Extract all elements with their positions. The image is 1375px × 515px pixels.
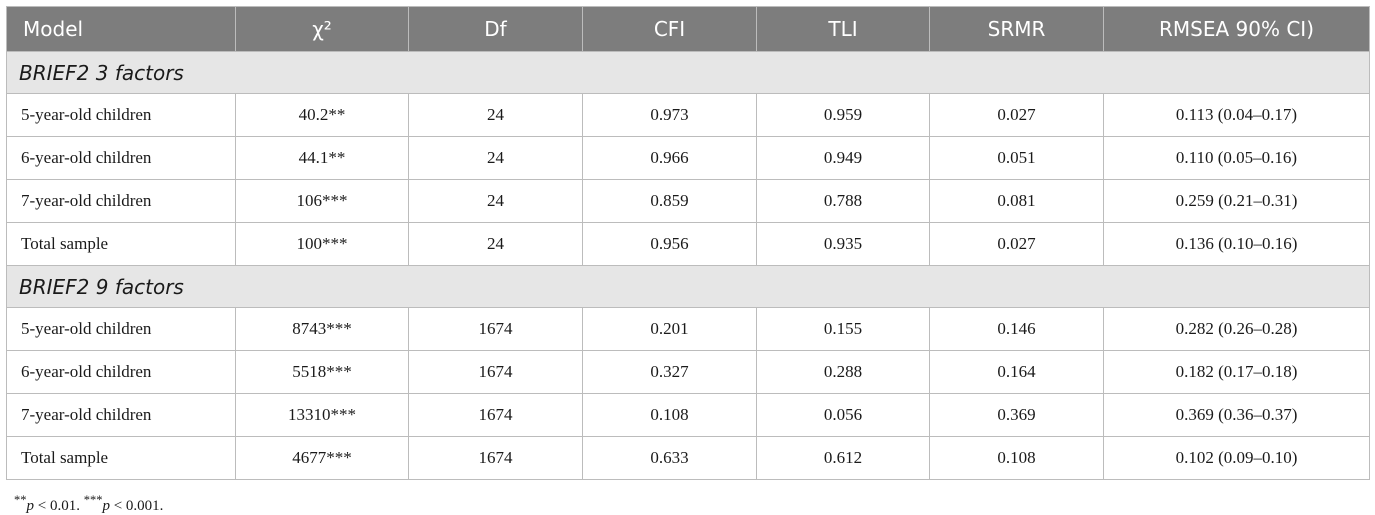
section-title: BRIEF2 9 factors: [6, 265, 1370, 308]
cell-df: 1674: [408, 393, 583, 437]
cell-tli: 0.612: [756, 436, 930, 480]
cell-model: 6-year-old children: [6, 136, 236, 180]
model-fit-table: Model χ² Df CFI TLI SRMR RMSEA 90% CI) B…: [6, 6, 1370, 480]
header-srmr: SRMR: [929, 6, 1104, 52]
cell-srmr: 0.369: [929, 393, 1104, 437]
table-row: 6-year-old children 44.1** 24 0.966 0.94…: [6, 136, 1370, 180]
cell-chi-square: 44.1**: [235, 136, 409, 180]
cell-df: 1674: [408, 307, 583, 351]
cell-model: 6-year-old children: [6, 350, 236, 394]
cell-rmsea: 0.110 (0.05–0.16): [1103, 136, 1370, 180]
footnote-var-2: p: [102, 498, 110, 514]
cell-tli: 0.935: [756, 222, 930, 266]
cell-cfi: 0.327: [582, 350, 757, 394]
cell-srmr: 0.051: [929, 136, 1104, 180]
cell-chi-square: 8743***: [235, 307, 409, 351]
cell-srmr: 0.027: [929, 222, 1104, 266]
footnote-text-1: < 0.01.: [34, 498, 84, 514]
footnote-mark-2: ***: [83, 493, 103, 507]
table-footnote: **p < 0.01. ***p < 0.001.: [14, 493, 163, 515]
header-model: Model: [6, 6, 236, 52]
cell-srmr: 0.146: [929, 307, 1104, 351]
cell-chi-square: 100***: [235, 222, 409, 266]
cell-tli: 0.788: [756, 179, 930, 223]
cell-cfi: 0.966: [582, 136, 757, 180]
cell-df: 24: [408, 179, 583, 223]
section-row: BRIEF2 9 factors: [6, 265, 1370, 308]
cell-cfi: 0.859: [582, 179, 757, 223]
cell-df: 24: [408, 93, 583, 137]
section-title: BRIEF2 3 factors: [6, 51, 1370, 94]
table-row: 5-year-old children 8743*** 1674 0.201 0…: [6, 307, 1370, 351]
cell-srmr: 0.164: [929, 350, 1104, 394]
cell-rmsea: 0.113 (0.04–0.17): [1103, 93, 1370, 137]
table-row: Total sample 4677*** 1674 0.633 0.612 0.…: [6, 436, 1370, 480]
cell-model: 7-year-old children: [6, 393, 236, 437]
cell-srmr: 0.027: [929, 93, 1104, 137]
cell-cfi: 0.201: [582, 307, 757, 351]
results-table-container: Model χ² Df CFI TLI SRMR RMSEA 90% CI) B…: [6, 6, 1370, 480]
cell-model: Total sample: [6, 436, 236, 480]
cell-chi-square: 13310***: [235, 393, 409, 437]
cell-tli: 0.288: [756, 350, 930, 394]
header-chi-square: χ²: [235, 6, 409, 52]
cell-model: Total sample: [6, 222, 236, 266]
cell-srmr: 0.081: [929, 179, 1104, 223]
table-row: 5-year-old children 40.2** 24 0.973 0.95…: [6, 93, 1370, 137]
cell-tli: 0.155: [756, 307, 930, 351]
cell-tli: 0.056: [756, 393, 930, 437]
cell-model: 5-year-old children: [6, 307, 236, 351]
cell-cfi: 0.973: [582, 93, 757, 137]
header-rmsea: RMSEA 90% CI): [1103, 6, 1370, 52]
cell-df: 1674: [408, 436, 583, 480]
cell-rmsea: 0.282 (0.26–0.28): [1103, 307, 1370, 351]
cell-df: 1674: [408, 350, 583, 394]
section-row: BRIEF2 3 factors: [6, 51, 1370, 94]
cell-srmr: 0.108: [929, 436, 1104, 480]
header-tli: TLI: [756, 6, 930, 52]
cell-chi-square: 5518***: [235, 350, 409, 394]
cell-rmsea: 0.136 (0.10–0.16): [1103, 222, 1370, 266]
footnote-text-2: < 0.001.: [109, 498, 164, 514]
cell-chi-square: 40.2**: [235, 93, 409, 137]
header-cfi: CFI: [582, 6, 757, 52]
cell-rmsea: 0.182 (0.17–0.18): [1103, 350, 1370, 394]
cell-cfi: 0.108: [582, 393, 757, 437]
footnote-var-1: p: [26, 498, 35, 514]
footnote-mark-1: **: [14, 493, 27, 507]
cell-model: 5-year-old children: [6, 93, 236, 137]
cell-tli: 0.949: [756, 136, 930, 180]
cell-chi-square: 106***: [235, 179, 409, 223]
table-row: 7-year-old children 13310*** 1674 0.108 …: [6, 393, 1370, 437]
cell-model: 7-year-old children: [6, 179, 236, 223]
cell-df: 24: [408, 222, 583, 266]
table-row: Total sample 100*** 24 0.956 0.935 0.027…: [6, 222, 1370, 266]
cell-tli: 0.959: [756, 93, 930, 137]
cell-rmsea: 0.259 (0.21–0.31): [1103, 179, 1370, 223]
cell-df: 24: [408, 136, 583, 180]
cell-cfi: 0.633: [582, 436, 757, 480]
header-df: Df: [408, 6, 583, 52]
table-row: 7-year-old children 106*** 24 0.859 0.78…: [6, 179, 1370, 223]
cell-cfi: 0.956: [582, 222, 757, 266]
header-row: Model χ² Df CFI TLI SRMR RMSEA 90% CI): [6, 6, 1370, 52]
cell-rmsea: 0.102 (0.09–0.10): [1103, 436, 1370, 480]
cell-rmsea: 0.369 (0.36–0.37): [1103, 393, 1370, 437]
table-row: 6-year-old children 5518*** 1674 0.327 0…: [6, 350, 1370, 394]
cell-chi-square: 4677***: [235, 436, 409, 480]
